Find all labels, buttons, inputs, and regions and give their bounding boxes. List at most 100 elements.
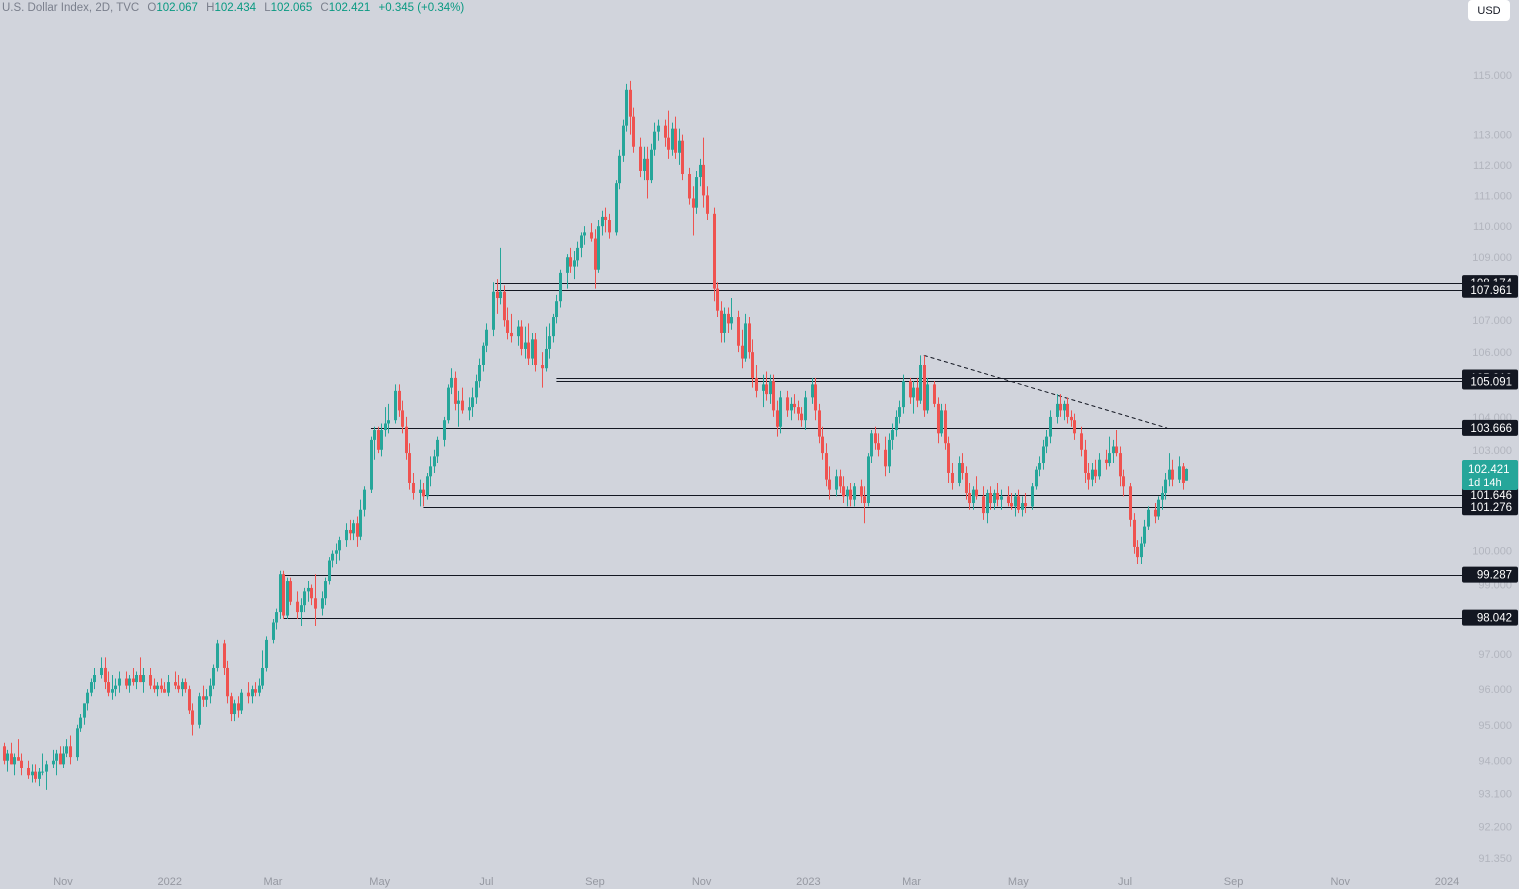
candle bbox=[821, 426, 824, 460]
candle bbox=[83, 703, 86, 725]
candle-body bbox=[534, 339, 537, 366]
candle-body bbox=[898, 407, 901, 417]
candle bbox=[111, 675, 114, 700]
trendline bbox=[923, 354, 1168, 429]
candle-body bbox=[590, 232, 593, 239]
candle-body bbox=[811, 384, 814, 398]
candle-body bbox=[496, 291, 499, 299]
y-tick-label: 112.000 bbox=[1473, 160, 1512, 172]
candle-body bbox=[69, 746, 72, 758]
candle-body bbox=[744, 323, 747, 359]
candle-body bbox=[846, 489, 849, 497]
candle-body bbox=[279, 574, 282, 613]
price-tag-bg bbox=[1462, 281, 1518, 298]
candle bbox=[468, 397, 471, 421]
candle bbox=[6, 749, 9, 772]
candle-body bbox=[492, 291, 495, 330]
candle bbox=[1042, 439, 1045, 470]
candle bbox=[853, 482, 856, 507]
candle bbox=[972, 486, 975, 510]
candle-body bbox=[377, 430, 380, 450]
candle-body bbox=[702, 164, 705, 196]
candle-body bbox=[65, 746, 68, 754]
candle bbox=[1122, 469, 1125, 497]
candle-body bbox=[401, 410, 404, 427]
candle bbox=[132, 667, 135, 686]
candle bbox=[314, 574, 317, 626]
currency-button[interactable]: USD bbox=[1468, 0, 1510, 21]
candle bbox=[1115, 430, 1118, 457]
candle bbox=[394, 384, 397, 424]
candle-body bbox=[419, 489, 422, 493]
candle bbox=[993, 489, 996, 510]
candle-body bbox=[1038, 463, 1041, 470]
candle bbox=[3, 742, 6, 765]
candle bbox=[965, 466, 968, 500]
candle bbox=[286, 577, 289, 620]
candle-body bbox=[965, 472, 968, 493]
candle-body bbox=[849, 489, 852, 500]
candle bbox=[506, 307, 509, 340]
candle-body bbox=[713, 213, 716, 289]
candle bbox=[597, 219, 600, 273]
candle-body bbox=[1080, 433, 1083, 450]
candle bbox=[898, 400, 901, 424]
candle-body bbox=[576, 247, 579, 261]
candle-body bbox=[286, 581, 289, 616]
low-label: L bbox=[264, 2, 271, 14]
candle-body bbox=[181, 682, 184, 690]
candle-body bbox=[818, 410, 821, 437]
candle-body bbox=[156, 685, 159, 690]
candle-body bbox=[1157, 499, 1160, 517]
candle-body bbox=[986, 492, 989, 514]
candle bbox=[303, 587, 306, 613]
candle bbox=[310, 584, 313, 606]
candle-body bbox=[982, 496, 985, 514]
y-tick-label: 103.000 bbox=[1472, 445, 1512, 457]
candle-body bbox=[559, 272, 562, 302]
candle-body bbox=[100, 667, 103, 676]
candle bbox=[282, 570, 285, 620]
candle-body bbox=[933, 384, 936, 404]
candle-body bbox=[835, 476, 838, 490]
candle bbox=[580, 232, 583, 258]
candle-body bbox=[895, 416, 898, 431]
candle-body bbox=[429, 466, 432, 477]
candle-body bbox=[1024, 503, 1027, 507]
candle bbox=[296, 591, 299, 620]
candle-body bbox=[779, 397, 782, 427]
candle-body bbox=[300, 605, 303, 613]
candle-body bbox=[870, 433, 873, 457]
candle bbox=[149, 667, 152, 690]
candle-body bbox=[1017, 496, 1020, 510]
candle bbox=[639, 137, 642, 178]
candle bbox=[968, 482, 971, 510]
candle-body bbox=[1042, 446, 1045, 464]
candle-body bbox=[604, 216, 607, 220]
candle-body bbox=[125, 678, 128, 686]
high-label: H bbox=[206, 2, 215, 14]
candle-body bbox=[188, 689, 191, 711]
candle-body bbox=[1021, 503, 1024, 510]
candle-body bbox=[800, 413, 803, 421]
candle-body bbox=[916, 387, 919, 401]
trendline-dashed bbox=[923, 354, 1168, 429]
candle bbox=[1129, 482, 1132, 527]
candle bbox=[755, 365, 758, 398]
candle-body bbox=[1112, 446, 1115, 454]
candle bbox=[608, 213, 611, 239]
candle-body bbox=[384, 423, 387, 431]
candle bbox=[503, 285, 506, 327]
candle bbox=[156, 682, 159, 697]
candle bbox=[349, 519, 352, 541]
candle bbox=[79, 714, 82, 732]
candle-body bbox=[128, 678, 131, 686]
candle-body bbox=[664, 125, 667, 138]
candle-body bbox=[867, 456, 870, 504]
candle bbox=[436, 436, 439, 464]
candle-body bbox=[853, 486, 856, 500]
candle bbox=[384, 407, 387, 437]
candle bbox=[1045, 430, 1048, 454]
candle-body bbox=[450, 377, 453, 388]
